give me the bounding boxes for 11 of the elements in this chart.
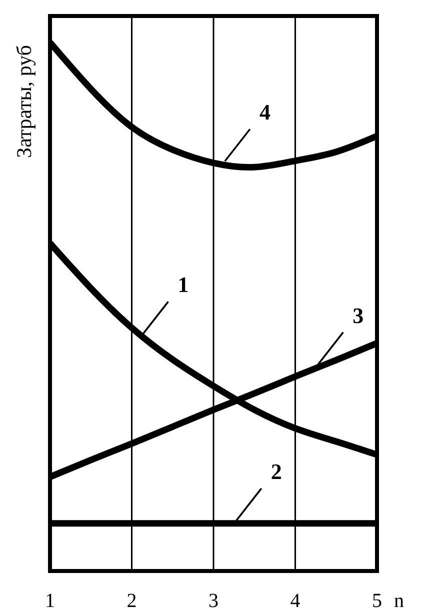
series-label: 3	[352, 302, 364, 328]
x-tick-label: 2	[126, 590, 137, 610]
x-axis-title: n	[394, 590, 404, 610]
x-tick-label: 1	[45, 590, 55, 610]
series-label: 4	[259, 100, 270, 125]
x-tick-label: 4	[290, 590, 300, 610]
x-tick-label: 5	[372, 590, 382, 610]
text: 1	[178, 272, 189, 298]
y-axis-title: Затраты, руб	[12, 45, 36, 158]
x-tick-label: 3	[208, 590, 218, 610]
series-label: 2	[270, 458, 282, 484]
